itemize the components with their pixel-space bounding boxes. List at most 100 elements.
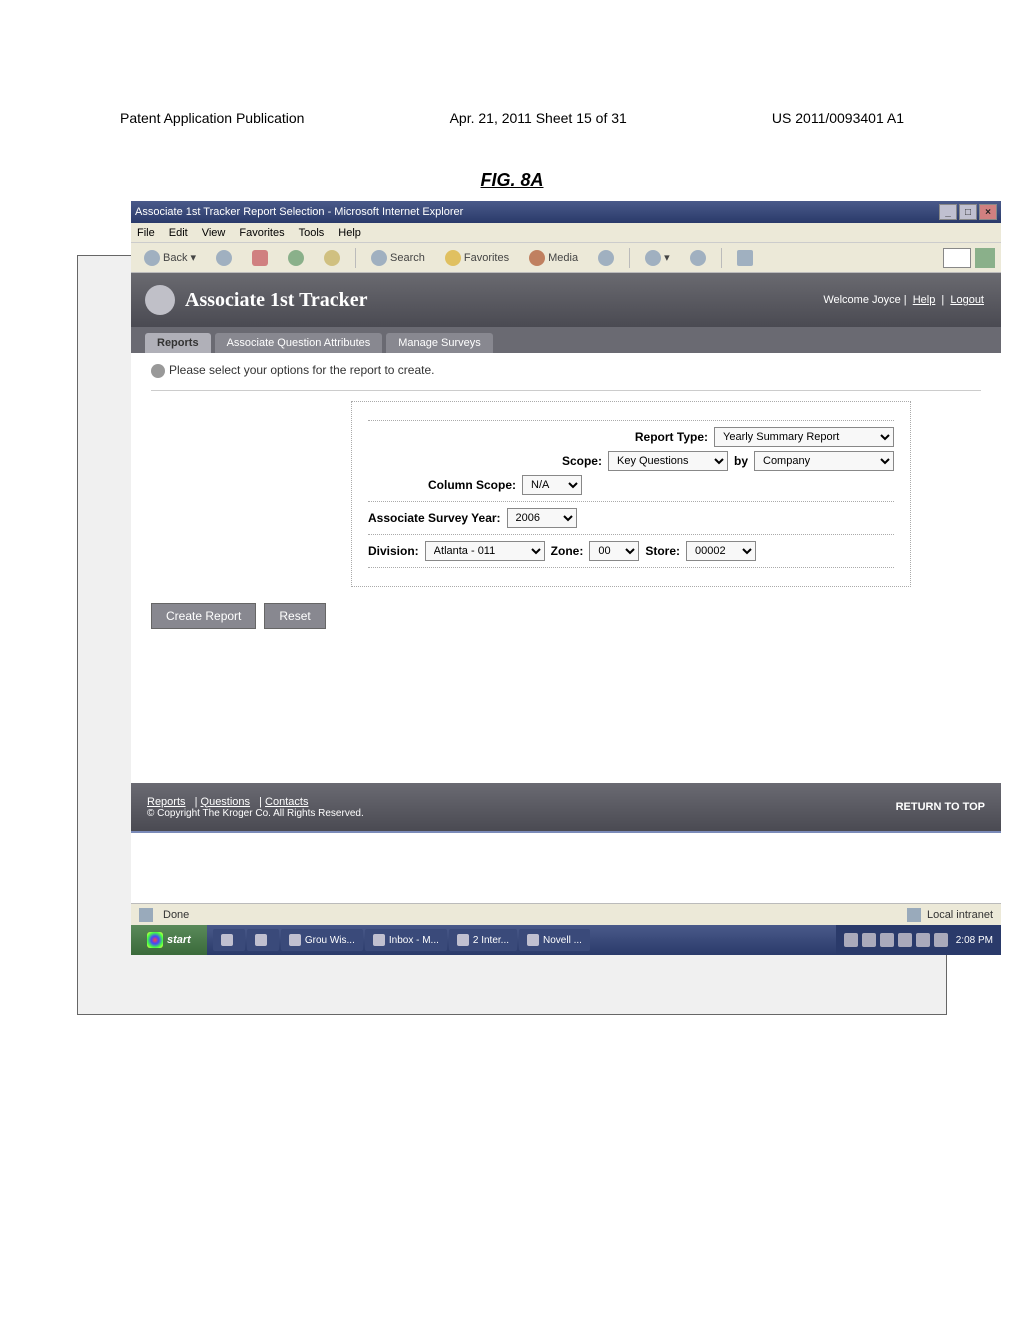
minimize-button[interactable]: _ <box>939 204 957 220</box>
windows-taskbar: start Grou Wis... Inbox - M... 2 Inter..… <box>131 925 1001 955</box>
column-scope-label: Column Scope: <box>428 478 516 492</box>
task-icon <box>527 934 539 946</box>
menu-edit[interactable]: Edit <box>169 227 188 239</box>
tab-question-attrs[interactable]: Associate Question Attributes <box>215 333 383 353</box>
search-button[interactable]: Search <box>364 247 432 269</box>
tray-icon[interactable] <box>880 933 894 947</box>
division-select[interactable]: Atlanta - 011 <box>425 541 545 561</box>
app-footer: Reports | Questions | Contacts © Copyrig… <box>131 783 1001 831</box>
forward-button[interactable] <box>209 247 239 269</box>
favorites-label: Favorites <box>464 252 509 264</box>
taskbar-clock: 2:08 PM <box>956 935 993 946</box>
tab-manage-surveys[interactable]: Manage Surveys <box>386 333 493 353</box>
tray-icon[interactable] <box>862 933 876 947</box>
task-item[interactable]: Novell ... <box>519 929 590 951</box>
window-titlebar: Associate 1st Tracker Report Selection -… <box>131 201 1001 223</box>
reset-button[interactable]: Reset <box>264 603 325 629</box>
app-title: Associate 1st Tracker <box>185 289 368 312</box>
task-item[interactable]: 2 Inter... <box>449 929 517 951</box>
history-icon <box>598 250 614 266</box>
menu-favorites[interactable]: Favorites <box>239 227 284 239</box>
zone-select[interactable]: 00 <box>589 541 639 561</box>
go-icon[interactable] <box>975 248 995 268</box>
menu-tools[interactable]: Tools <box>299 227 325 239</box>
system-tray: 2:08 PM <box>836 925 1001 955</box>
pub-header-right: US 2011/0093401 A1 <box>772 110 904 126</box>
report-type-select[interactable]: Yearly Summary Report <box>714 427 894 447</box>
return-to-top-link[interactable]: RETURN TO TOP <box>896 801 985 813</box>
tray-icon[interactable] <box>916 933 930 947</box>
print-icon <box>690 250 706 266</box>
home-button[interactable] <box>317 247 347 269</box>
back-icon <box>144 250 160 266</box>
media-button[interactable]: Media <box>522 247 585 269</box>
refresh-button[interactable] <box>281 247 311 269</box>
back-button[interactable]: Back▾ <box>137 247 203 269</box>
welcome-text: Welcome Joyce <box>823 294 900 306</box>
stop-button[interactable] <box>245 247 275 269</box>
task-item[interactable]: Inbox - M... <box>365 929 447 951</box>
survey-year-select[interactable]: 2006 <box>507 508 577 528</box>
menu-help[interactable]: Help <box>338 227 361 239</box>
pub-header-left: Patent Application Publication <box>120 110 304 126</box>
back-label: Back <box>163 252 187 264</box>
zone-icon <box>907 908 921 922</box>
column-scope-select[interactable]: N/A <box>522 475 582 495</box>
screenshot-frame: Associate 1st Tracker Report Selection -… <box>77 255 947 1015</box>
search-icon <box>371 250 387 266</box>
media-icon <box>529 250 545 266</box>
content-area: Please select your options for the repor… <box>131 353 1001 783</box>
store-select[interactable]: 00002 <box>686 541 756 561</box>
history-button[interactable] <box>591 247 621 269</box>
start-button[interactable]: start <box>131 925 207 955</box>
task-item[interactable]: Grou Wis... <box>281 929 363 951</box>
logout-link[interactable]: Logout <box>950 294 984 306</box>
address-stub[interactable] <box>943 248 971 268</box>
task-icon <box>457 934 469 946</box>
discuss-icon <box>737 250 753 266</box>
task-item[interactable] <box>213 929 245 951</box>
mail-button[interactable]: ▾ <box>638 247 677 269</box>
scope-select[interactable]: Key Questions <box>608 451 728 471</box>
app-banner: Associate 1st Tracker Welcome Joyce | He… <box>131 273 1001 327</box>
footer-questions-link[interactable]: Questions <box>201 796 251 808</box>
tray-icon[interactable] <box>844 933 858 947</box>
maximize-button[interactable]: □ <box>959 204 977 220</box>
mail-icon <box>645 250 661 266</box>
store-label: Store: <box>645 544 680 558</box>
footer-reports-link[interactable]: Reports <box>147 796 186 808</box>
menu-view[interactable]: View <box>202 227 226 239</box>
tab-reports[interactable]: Reports <box>145 333 211 353</box>
status-icon <box>139 908 153 922</box>
zone-label: Zone: <box>551 544 584 558</box>
menubar: File Edit View Favorites Tools Help <box>131 223 1001 243</box>
star-icon <box>445 250 461 266</box>
browser-toolbar: Back▾ Search Favorites Media ▾ <box>131 243 1001 273</box>
task-item[interactable] <box>247 929 279 951</box>
report-type-label: Report Type: <box>635 430 708 444</box>
task-icon <box>221 934 233 946</box>
stop-icon <box>252 250 268 266</box>
task-icon <box>289 934 301 946</box>
report-form: Report Type: Yearly Summary Report Scope… <box>351 401 911 587</box>
tray-icon[interactable] <box>898 933 912 947</box>
by-select[interactable]: Company <box>754 451 894 471</box>
menu-file[interactable]: File <box>137 227 155 239</box>
close-button[interactable]: × <box>979 204 997 220</box>
favorites-button[interactable]: Favorites <box>438 247 516 269</box>
media-label: Media <box>548 252 578 264</box>
zone-text: Local intranet <box>927 909 993 921</box>
discuss-button[interactable] <box>730 247 760 269</box>
start-label: start <box>167 934 191 946</box>
help-link[interactable]: Help <box>913 294 936 306</box>
browser-statusbar: Done Local intranet <box>131 903 1001 925</box>
scope-label: Scope: <box>562 454 602 468</box>
footer-contacts-link[interactable]: Contacts <box>265 796 308 808</box>
print-button[interactable] <box>683 247 713 269</box>
app-logo-icon <box>145 285 175 315</box>
tray-icon[interactable] <box>934 933 948 947</box>
division-label: Division: <box>368 544 419 558</box>
create-report-button[interactable]: Create Report <box>151 603 256 629</box>
task-icon <box>373 934 385 946</box>
instruction-text: Please select your options for the repor… <box>169 363 434 377</box>
